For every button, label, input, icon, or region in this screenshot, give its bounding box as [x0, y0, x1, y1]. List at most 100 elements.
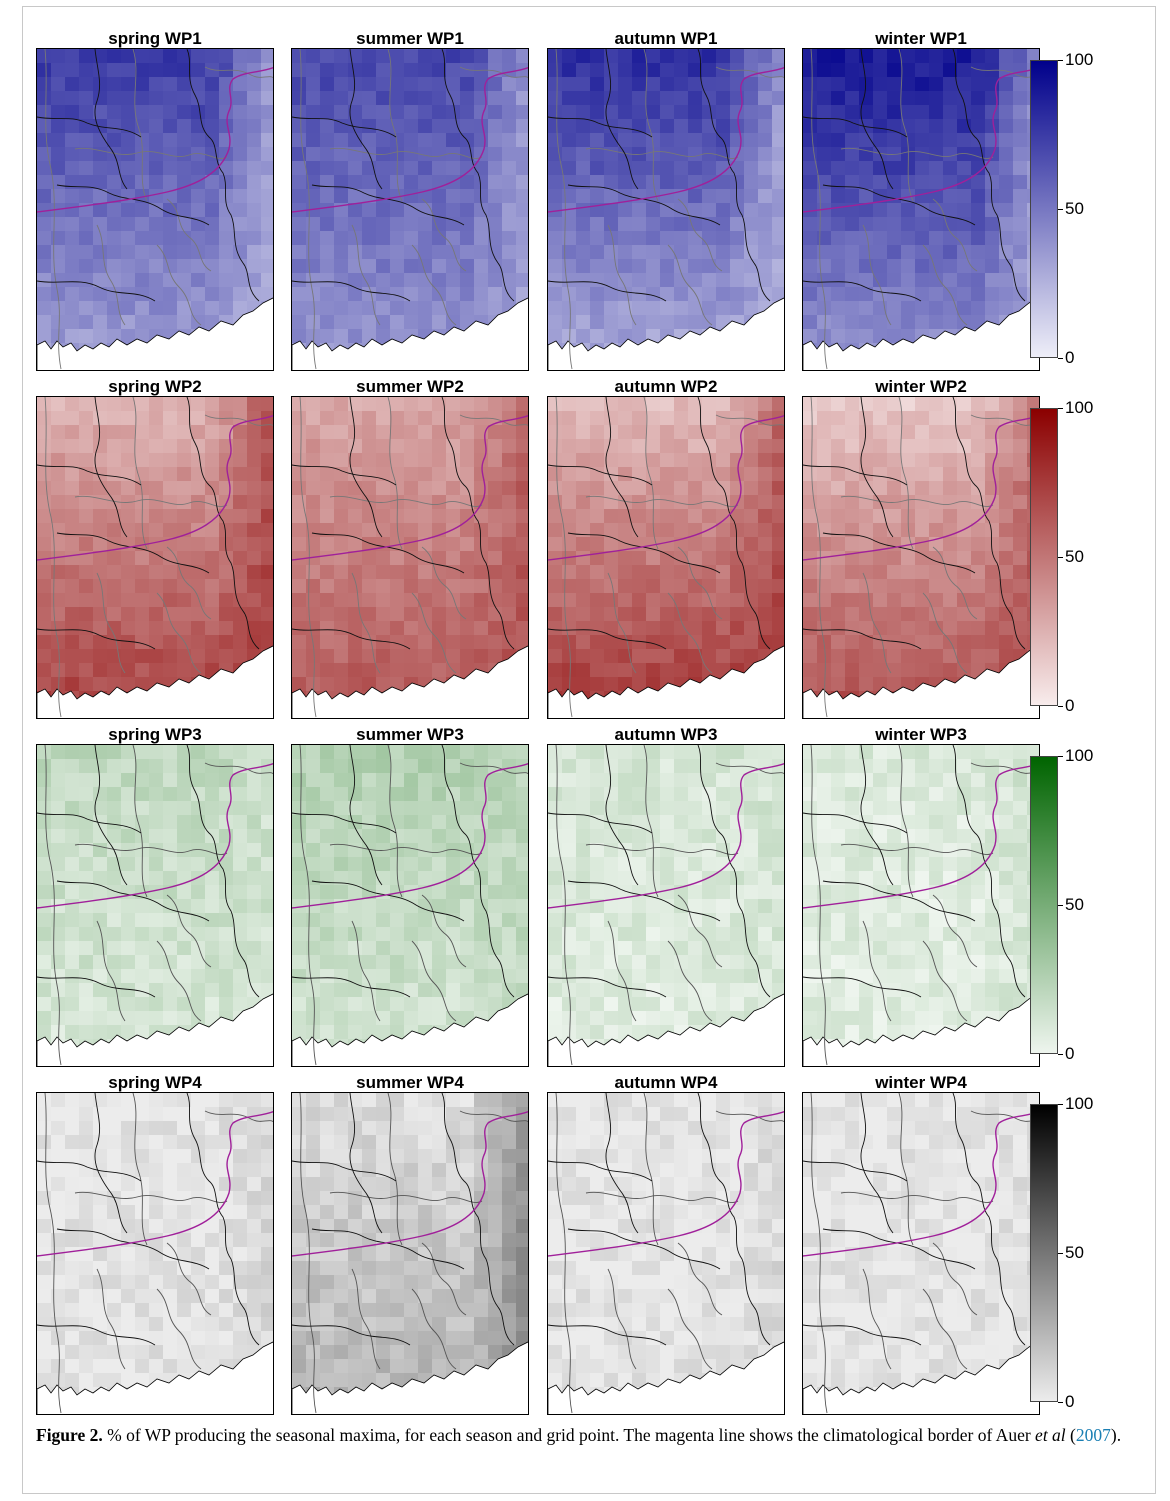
map-cell: [576, 231, 591, 246]
sea-area: [292, 993, 528, 1066]
map-cell: [163, 941, 178, 956]
map-cell: [418, 397, 433, 412]
map-cell: [320, 941, 335, 956]
map-cell: [149, 175, 164, 190]
map-cell: [758, 91, 773, 106]
map-cell: [971, 231, 986, 246]
map-cell: [618, 565, 633, 580]
map-cell: [418, 565, 433, 580]
map-cell: [247, 217, 262, 232]
map-cell: [51, 565, 66, 580]
map-cell: [845, 439, 860, 454]
map-cell: [404, 787, 419, 802]
map-cell: [205, 983, 220, 998]
map-cell: [432, 411, 447, 426]
map-cell: [887, 565, 902, 580]
map-cell: [205, 773, 220, 788]
map-cell: [901, 453, 916, 468]
map-cell: [604, 63, 619, 78]
map-cell: [191, 203, 206, 218]
map-cell: [135, 91, 150, 106]
map-cell: [772, 397, 784, 412]
map-cell: [929, 983, 944, 998]
map-cell: [362, 245, 377, 260]
map-cell: [191, 649, 206, 664]
map-cell: [772, 983, 784, 998]
map-cell: [604, 551, 619, 566]
map-cell: [873, 133, 888, 148]
map-cell: [1013, 411, 1028, 426]
map-cell: [716, 983, 731, 998]
map-cell: [744, 635, 759, 650]
map-cell: [93, 1011, 108, 1026]
map-cell: [901, 801, 916, 816]
map-cell: [957, 579, 972, 594]
map-cell: [887, 301, 902, 316]
map-cell: [233, 273, 248, 288]
map-cell: [376, 411, 391, 426]
map-cell: [971, 217, 986, 232]
map-cell: [688, 537, 703, 552]
map-cell: [632, 815, 647, 830]
map-cell: [716, 801, 731, 816]
map-cell: [320, 397, 335, 412]
map-cell: [548, 677, 563, 692]
map-cell: [915, 885, 930, 900]
map-cell: [999, 425, 1014, 440]
map-cell: [901, 955, 916, 970]
map-cell: [562, 453, 577, 468]
map-cell: [576, 941, 591, 956]
map-cell: [261, 523, 273, 538]
map-cell: [803, 189, 818, 204]
map-cell: [632, 899, 647, 914]
map-cell: [306, 565, 321, 580]
map-cell: [65, 147, 80, 162]
map-cell: [646, 259, 661, 274]
map-cell: [93, 231, 108, 246]
map-cell: [65, 217, 80, 232]
map-cell: [516, 621, 528, 636]
map-cell: [107, 969, 122, 984]
map-cell: [548, 273, 563, 288]
map-cell: [915, 537, 930, 552]
map-cell: [943, 885, 958, 900]
map-cell: [121, 969, 136, 984]
country-border-line: [952, 397, 1026, 650]
map-cell: [688, 217, 703, 232]
map-cell: [702, 105, 717, 120]
map-cell: [803, 495, 818, 510]
map-cell: [502, 983, 517, 998]
map-cell: [660, 745, 675, 760]
map-cell: [957, 77, 972, 92]
map-cell: [320, 77, 335, 92]
map-cell: [845, 635, 860, 650]
map-cell: [376, 189, 391, 204]
map-cell: [446, 49, 461, 64]
map-cell: [618, 259, 633, 274]
map-cell: [191, 217, 206, 232]
map-cell: [674, 843, 689, 858]
map-cell: [716, 621, 731, 636]
map-cell: [348, 481, 363, 496]
map-cell: [219, 217, 234, 232]
map-cell: [488, 969, 503, 984]
map-cell: [320, 203, 335, 218]
map-cell: [292, 913, 307, 928]
map-cell: [688, 899, 703, 914]
map-cell: [488, 801, 503, 816]
map-cell: [488, 843, 503, 858]
map-cell: [758, 955, 773, 970]
map-cell: [901, 119, 916, 134]
map-cell: [744, 175, 759, 190]
map-cell: [37, 607, 52, 622]
map-cell: [957, 175, 972, 190]
map-cell: [562, 759, 577, 774]
map-cell: [873, 77, 888, 92]
map-cell: [744, 439, 759, 454]
map-cell: [646, 467, 661, 482]
map-cell: [957, 773, 972, 788]
river-line: [74, 147, 228, 159]
map-cell: [107, 927, 122, 942]
map-field: [292, 397, 528, 718]
map-cell: [93, 551, 108, 566]
